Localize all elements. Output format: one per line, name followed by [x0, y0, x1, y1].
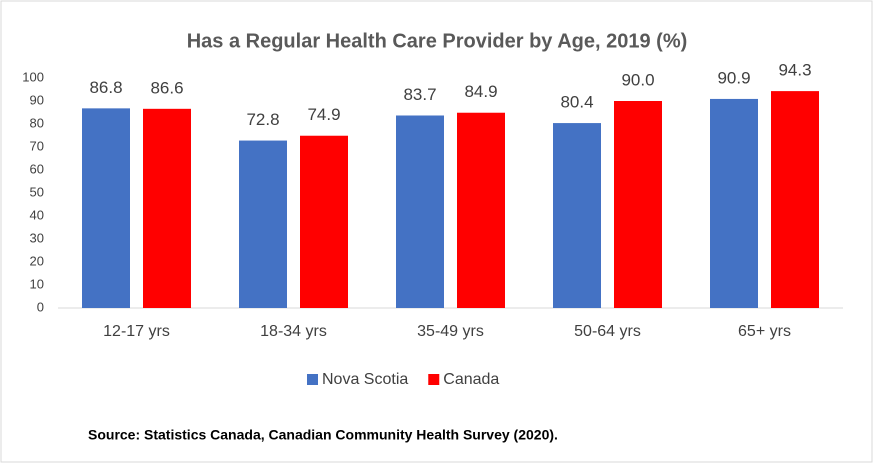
value-label: 74.9 [307, 105, 340, 124]
legend-swatch [307, 374, 318, 385]
bar [710, 98, 758, 309]
bar [553, 123, 601, 308]
bar [143, 108, 191, 308]
x-tick-label: 65+ yrs [738, 323, 791, 340]
y-tick-label: 30 [30, 230, 44, 245]
bar [396, 115, 444, 309]
bar [457, 112, 505, 308]
y-tick-label: 0 [37, 299, 44, 314]
value-label: 90.0 [621, 70, 654, 89]
x-tick-label: 35-49 yrs [417, 323, 484, 340]
bar [300, 135, 348, 308]
value-label: 84.9 [464, 82, 497, 101]
value-label: 86.8 [89, 78, 122, 97]
legend-swatch [428, 374, 440, 385]
value-label: 94.3 [778, 61, 811, 80]
value-label: 86.6 [150, 78, 183, 97]
value-label: 80.4 [560, 93, 593, 112]
y-tick-label: 100 [22, 69, 44, 84]
legend-label: Nova Scotia [322, 371, 408, 388]
y-tick-label: 20 [30, 253, 44, 268]
value-label: 72.8 [246, 110, 279, 129]
y-tick-label: 80 [30, 115, 44, 130]
y-tick-label: 60 [30, 161, 44, 176]
bar [771, 91, 819, 308]
x-tick-label: 50-64 yrs [574, 323, 641, 340]
bar [239, 140, 287, 308]
bar [614, 101, 662, 308]
y-tick-label: 50 [30, 184, 44, 199]
y-tick-label: 40 [30, 207, 44, 222]
bar [82, 108, 130, 308]
value-label: 83.7 [403, 85, 436, 104]
x-tick-label: 12-17 yrs [103, 323, 170, 340]
legend-label: Canada [443, 371, 499, 388]
source-note: Source: Statistics Canada, Canadian Comm… [88, 427, 558, 443]
y-tick-label: 70 [30, 138, 44, 153]
y-tick-label: 10 [30, 276, 44, 291]
y-tick-label: 90 [30, 92, 44, 107]
chart-title: Has a Regular Health Care Provider by Ag… [187, 30, 688, 52]
value-label: 90.9 [717, 68, 750, 87]
x-tick-label: 18-34 yrs [260, 323, 327, 340]
